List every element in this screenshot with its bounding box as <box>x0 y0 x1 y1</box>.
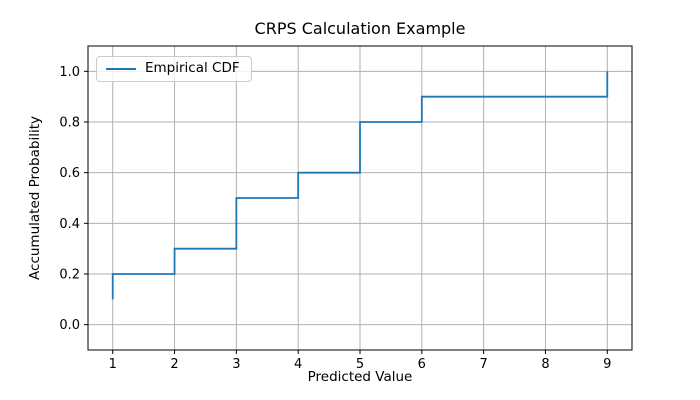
x-tick-label: 4 <box>294 357 302 372</box>
legend-label: Empirical CDF <box>145 60 240 76</box>
x-tick-label: 1 <box>109 357 117 372</box>
chart-title: CRPS Calculation Example <box>254 19 466 38</box>
x-tick-label: 5 <box>356 357 364 372</box>
x-tick-label: 8 <box>541 357 549 372</box>
y-tick-label: 0.6 <box>59 166 80 181</box>
y-tick-label: 0.8 <box>59 116 80 131</box>
x-tick-label: 7 <box>479 357 487 372</box>
y-axis-label: Accumulated Probability <box>27 116 43 280</box>
x-tick-label: 3 <box>232 357 240 372</box>
x-tick-label: 2 <box>170 357 178 372</box>
y-tick-label: 0.4 <box>59 217 80 232</box>
x-tick-label: 6 <box>418 357 426 372</box>
x-axis-label: Predicted Value <box>307 369 413 385</box>
y-tick-label: 1.0 <box>59 65 80 80</box>
empirical-cdf-line <box>111 71 609 300</box>
y-tick-label: 0.0 <box>59 318 80 333</box>
x-tick-label: 9 <box>603 357 611 372</box>
legend-line-sample <box>106 67 136 70</box>
y-tick-label: 0.2 <box>59 268 80 283</box>
legend: Empirical CDF <box>96 56 252 82</box>
